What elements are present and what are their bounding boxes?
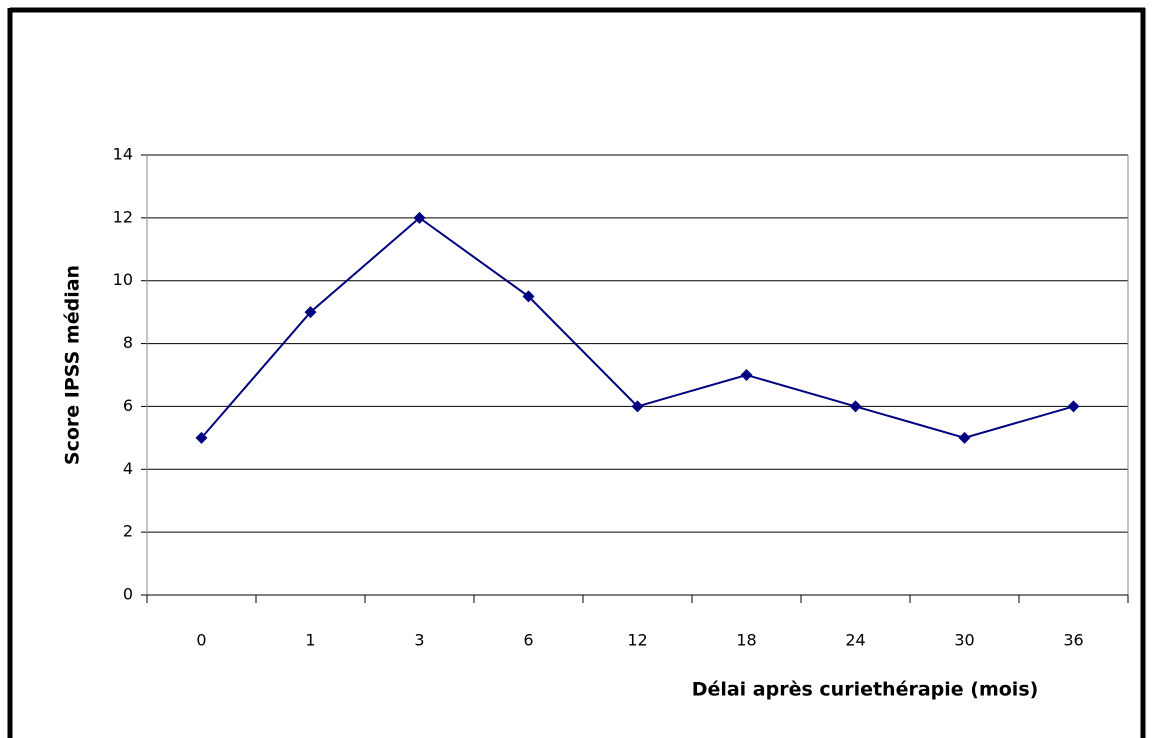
x-axis-title: Délai après curiethérapie (mois): [692, 679, 1039, 701]
y-tick-label: 8: [123, 333, 133, 352]
x-tick-label: 24: [845, 631, 865, 650]
y-tick-label: 2: [123, 522, 133, 541]
data-point: [413, 211, 426, 224]
x-tick-label: 0: [196, 631, 206, 650]
y-tick-label: 14: [113, 145, 133, 164]
x-tick-label: 6: [523, 631, 533, 650]
data-point: [522, 290, 535, 303]
y-tick-label: 6: [123, 396, 133, 415]
x-tick-label: 36: [1063, 631, 1083, 650]
data-point: [849, 400, 862, 413]
data-point: [195, 431, 208, 444]
data-point: [958, 431, 971, 444]
x-tick-label: 12: [627, 631, 647, 650]
data-point: [740, 369, 753, 381]
x-tick-label: 30: [954, 631, 974, 650]
y-axis-title: Score IPSS médian: [62, 265, 84, 465]
data-point: [631, 400, 644, 413]
y-tick-label: 4: [123, 459, 133, 478]
x-tick-label: 18: [736, 631, 756, 650]
data-point: [1067, 400, 1080, 413]
y-tick-label: 12: [113, 207, 133, 226]
data-point: [304, 306, 317, 319]
y-tick-label: 0: [123, 585, 133, 604]
x-tick-label: 3: [414, 631, 424, 650]
x-tick-label: 1: [305, 631, 315, 650]
y-tick-label: 10: [113, 270, 133, 289]
